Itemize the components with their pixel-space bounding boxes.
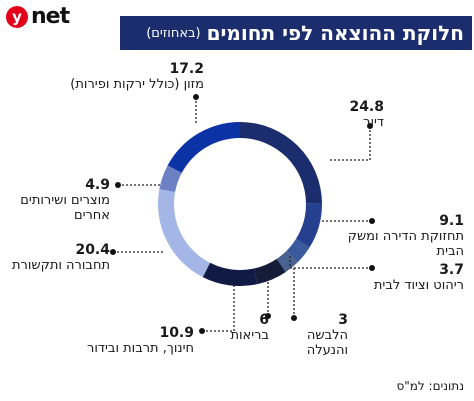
- leader-dot-6: [110, 249, 116, 255]
- label-health: 6 בריאות: [209, 312, 269, 344]
- value-transport: 20.4: [75, 242, 110, 258]
- slice-5: [202, 262, 258, 286]
- label-transport: 20.4 תחבורה ותקשורת: [0, 242, 110, 274]
- title-bar: חלוקת ההוצאה לפי תחומים (באחוזים): [120, 16, 472, 50]
- text-education: חינוך, תרבות ובידור: [87, 341, 194, 356]
- text-transport: תחבורה ותקשורת: [11, 258, 110, 273]
- value-health: 6: [259, 312, 269, 328]
- text-furniture: ריהוט וציוד לבית: [373, 278, 464, 293]
- chart-title: חלוקת ההוצאה לפי תחומים: [206, 21, 464, 45]
- slice-8: [167, 121, 240, 173]
- text-clothing: הלבשה והנעלה: [306, 328, 348, 358]
- label-food: 17.2 מזון (כולל ירקות ופירות): [4, 61, 204, 93]
- label-furniture: 3.7 ריהוט וציוד לבית: [344, 262, 464, 294]
- slice-7: [159, 165, 182, 193]
- leader-line-2: [289, 254, 372, 269]
- value-education: 10.9: [159, 325, 194, 341]
- logo-mark: y: [6, 5, 28, 28]
- text-food: מזון (כולל ירקות ופירות): [70, 77, 204, 92]
- leader-dot-0: [367, 123, 373, 129]
- label-education: 10.9 חינוך, תרבות ובידור: [44, 325, 194, 357]
- value-furniture: 3.7: [439, 262, 464, 278]
- slice-3: [276, 250, 298, 273]
- label-clothing: 3 הלבשה והנעלה: [288, 312, 348, 359]
- leader-dot-7: [115, 182, 121, 188]
- leader-dot-8: [193, 94, 199, 100]
- label-other: 4.9 מוצרים ושירותים אחרים: [0, 177, 110, 224]
- chart-subtitle: (באחוזים): [146, 25, 201, 41]
- text-health: בריאות: [230, 328, 269, 343]
- leader-line-5: [202, 278, 235, 332]
- leader-line-0: [330, 126, 371, 161]
- logo-word: net: [31, 4, 70, 29]
- slice-6: [158, 189, 211, 278]
- label-housing: 24.8 דיור: [264, 99, 384, 131]
- slice-1: [295, 202, 323, 248]
- label-maintenance: 9.1 תחזוקת הדירה ומשק הבית: [344, 213, 464, 260]
- slice-4: [253, 258, 286, 285]
- value-housing: 24.8: [349, 99, 384, 115]
- source-note: נתונים: למ"ס: [396, 379, 464, 393]
- slice-0: [240, 122, 322, 204]
- text-housing: דיור: [363, 115, 384, 130]
- leader-dot-5: [199, 328, 205, 334]
- value-food: 17.2: [169, 61, 204, 77]
- leader-dot-2: [369, 265, 375, 271]
- slice-2: [286, 239, 310, 263]
- value-other: 4.9: [85, 177, 110, 193]
- leader-dot-4: [265, 313, 271, 319]
- leader-dot-3: [291, 315, 297, 321]
- value-maintenance: 9.1: [439, 213, 464, 229]
- text-maintenance: תחזוקת הדירה ומשק הבית: [347, 229, 464, 259]
- value-clothing: 3: [338, 312, 348, 328]
- text-other: מוצרים ושירותים אחרים: [20, 193, 110, 223]
- leader-dot-1: [369, 218, 375, 224]
- ynet-logo: y net: [6, 4, 70, 29]
